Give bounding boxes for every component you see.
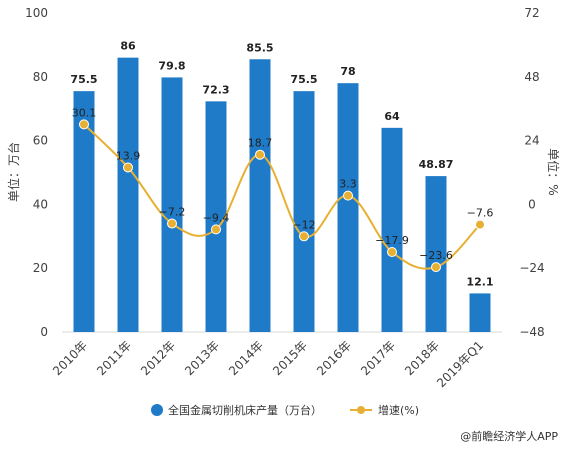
- bar-series: [73, 57, 491, 333]
- bar-data-label: 72.3: [202, 83, 229, 96]
- x-tick-label: 2018年: [402, 338, 442, 378]
- y-tick-label-left: 80: [33, 70, 48, 84]
- x-tick-label: 2015年: [270, 338, 310, 378]
- bar-data-label: 85.5: [246, 41, 273, 54]
- bar-data-label: 75.5: [290, 73, 317, 86]
- y-tick-label-left: 100: [25, 6, 48, 20]
- legend: 全国金属切削机床产量（万台） 增速(%): [151, 403, 419, 417]
- legend-bar-label: 全国金属切削机床产量（万台）: [168, 403, 322, 417]
- bar: [381, 127, 403, 332]
- bar-data-label: 64: [384, 110, 400, 123]
- bar-data-label: 78: [340, 65, 355, 78]
- line-data-label: 18.7: [248, 137, 273, 150]
- bar: [425, 176, 447, 332]
- x-tick-label: 2017年: [358, 338, 398, 378]
- y-tick-label-right: 72: [524, 6, 539, 20]
- y-axis-left: 0 20 40 60 80 100: [25, 6, 48, 339]
- bar: [117, 57, 139, 332]
- line-data-label: 13.9: [116, 149, 141, 162]
- bar: [205, 101, 227, 332]
- y-axis-title-right: 单位：%: [546, 148, 561, 195]
- line-point: [475, 219, 485, 230]
- y-tick-label-left: 60: [33, 134, 48, 148]
- line-point: [211, 224, 221, 235]
- line-data-label: −9.4: [203, 211, 230, 224]
- bar: [337, 83, 359, 333]
- bar-data-label: 86: [120, 40, 136, 53]
- legend-line-swatch-marker: [357, 406, 365, 414]
- growth-line: [83, 123, 481, 270]
- line-point: [387, 246, 397, 257]
- bar: [73, 91, 95, 332]
- y-tick-label-right: 0: [528, 197, 536, 211]
- line-point: [123, 162, 133, 173]
- line-point: [167, 218, 177, 229]
- line-data-labels: 30.1 13.9 −7.2 −9.4 18.7 −12 3.3 −17.9 −23.6 −7.6: [72, 106, 494, 262]
- line-data-label: 30.1: [72, 106, 97, 119]
- bar-data-label: 79.8: [158, 59, 185, 72]
- y-tick-label-right: −48: [519, 325, 544, 339]
- line-data-label: −17.9: [375, 234, 409, 247]
- line-point: [431, 262, 441, 273]
- line-data-label: −23.6: [419, 249, 453, 262]
- y-tick-label-left: 20: [33, 261, 48, 275]
- legend-line-label: 增速(%): [378, 403, 419, 417]
- line-point: [343, 190, 353, 201]
- bar-data-labels: 75.5 86 79.8 72.3 85.5 75.5 78 64 48.87 12.1: [70, 40, 493, 289]
- x-axis: 2010年 2011年 2012年 2013年 2014年 2015年 2016年 2017年…: [50, 331, 502, 390]
- bar-data-label: 75.5: [70, 73, 97, 86]
- x-tick-label: 2013年: [182, 338, 222, 378]
- bar: [161, 77, 183, 332]
- y-tick-label-right: −24: [519, 261, 544, 275]
- bar: [249, 59, 271, 332]
- line-point: [299, 231, 309, 242]
- line-data-label: 3.3: [339, 178, 357, 191]
- bar: [293, 91, 315, 332]
- line-series: [79, 119, 485, 273]
- y-axis-right: −48 −24 0 24 48 72: [519, 6, 544, 339]
- legend-bar-swatch: [151, 404, 163, 416]
- y-tick-label-right: 48: [524, 70, 539, 84]
- bar-data-label: 12.1: [466, 275, 493, 288]
- bar: [469, 293, 491, 332]
- x-tick-label: 2016年: [314, 338, 354, 378]
- x-tick-label: 2011年: [94, 338, 134, 378]
- y-tick-label-left: 0: [40, 325, 48, 339]
- x-tick-label: 2014年: [226, 338, 266, 378]
- line-data-label: −12: [292, 218, 315, 231]
- x-tick-label: 2019年Q1: [434, 338, 486, 390]
- y-tick-label-left: 40: [33, 197, 48, 211]
- bar-data-label: 48.87: [419, 158, 454, 171]
- source-credit: @前瞻经济学人APP: [460, 429, 558, 443]
- x-tick-label: 2012年: [138, 338, 178, 378]
- line-point: [255, 149, 265, 160]
- y-tick-label-right: 24: [524, 134, 539, 148]
- line-data-label: −7.6: [467, 207, 494, 220]
- y-axis-title-left: 单位：万台: [6, 142, 21, 202]
- line-point: [79, 119, 89, 130]
- x-tick-label: 2010年: [50, 338, 90, 378]
- line-data-label: −7.2: [159, 206, 186, 219]
